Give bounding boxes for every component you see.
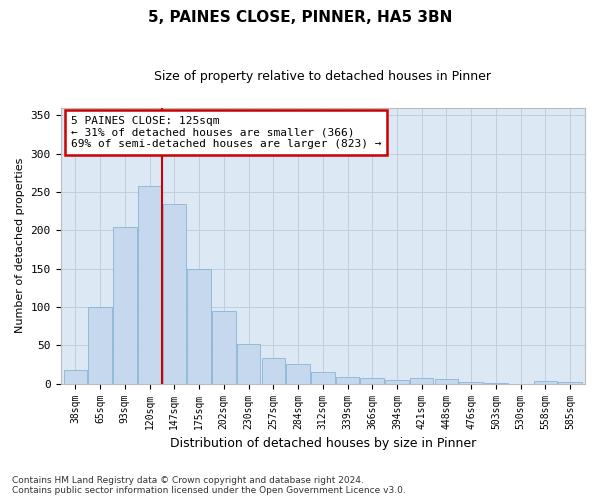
Bar — [410, 378, 433, 384]
Bar — [435, 379, 458, 384]
Bar — [460, 382, 483, 384]
X-axis label: Distribution of detached houses by size in Pinner: Distribution of detached houses by size … — [170, 437, 476, 450]
Bar — [559, 382, 582, 384]
Bar — [138, 186, 161, 384]
Bar — [237, 344, 260, 384]
Y-axis label: Number of detached properties: Number of detached properties — [15, 158, 25, 334]
Text: 5, PAINES CLOSE, PINNER, HA5 3BN: 5, PAINES CLOSE, PINNER, HA5 3BN — [148, 10, 452, 25]
Bar — [113, 226, 137, 384]
Bar — [361, 378, 384, 384]
Bar — [262, 358, 285, 384]
Bar — [336, 377, 359, 384]
Bar — [311, 372, 335, 384]
Bar — [163, 204, 186, 384]
Bar — [187, 270, 211, 384]
Bar — [64, 370, 87, 384]
Title: Size of property relative to detached houses in Pinner: Size of property relative to detached ho… — [154, 70, 491, 83]
Bar — [533, 382, 557, 384]
Text: 5 PAINES CLOSE: 125sqm
← 31% of detached houses are smaller (366)
69% of semi-de: 5 PAINES CLOSE: 125sqm ← 31% of detached… — [71, 116, 382, 150]
Bar — [286, 364, 310, 384]
Bar — [484, 383, 508, 384]
Bar — [385, 380, 409, 384]
Bar — [88, 307, 112, 384]
Text: Contains HM Land Registry data © Crown copyright and database right 2024.
Contai: Contains HM Land Registry data © Crown c… — [12, 476, 406, 495]
Bar — [212, 311, 236, 384]
